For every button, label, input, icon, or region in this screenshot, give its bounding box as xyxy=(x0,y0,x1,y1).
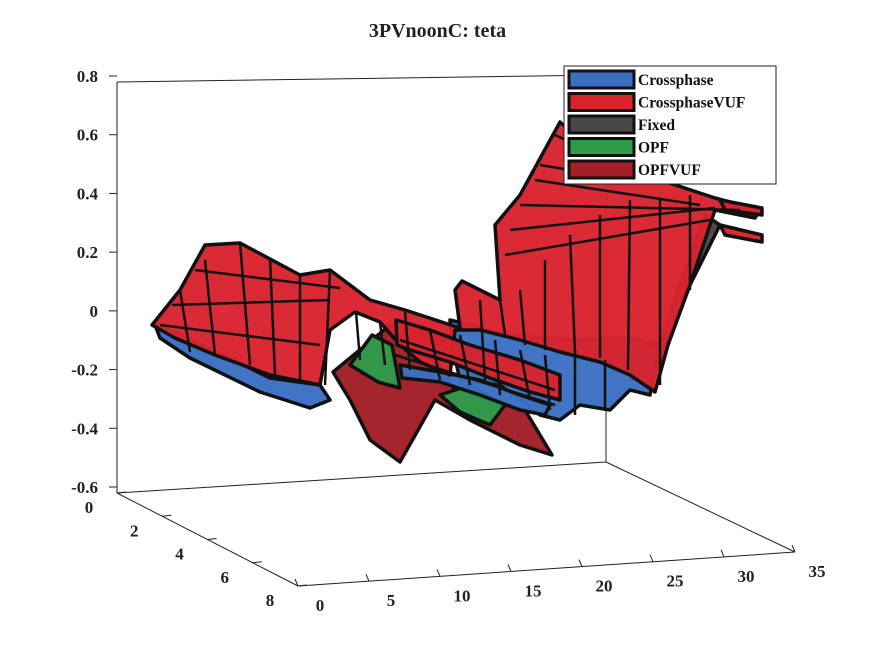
surface-mesh-line xyxy=(626,199,632,371)
surface-mesh-line xyxy=(428,329,442,381)
x-tick-label: 15 xyxy=(525,581,542,600)
z-tick-label: -0.4 xyxy=(71,419,98,438)
z-tick-label: 0 xyxy=(90,302,99,321)
y-tick-mark xyxy=(252,561,262,564)
legend-label: Fixed xyxy=(638,117,675,134)
z-tick-label: 0.8 xyxy=(77,67,98,86)
surface-mesh-line xyxy=(238,242,252,366)
z-tick-label: 0.6 xyxy=(77,126,98,145)
x-tick-mark xyxy=(507,564,512,572)
x-tick-mark xyxy=(578,559,583,567)
surface-crossphasevuf xyxy=(718,198,764,217)
x-tick-label: 20 xyxy=(596,577,613,596)
legend-label: CrossphaseVUF xyxy=(638,95,745,112)
x-tick-label: 10 xyxy=(454,586,471,605)
axis-line xyxy=(116,461,607,494)
surface-mesh-line xyxy=(518,289,527,346)
surface-mesh-line xyxy=(194,268,341,290)
legend: Crossphase CrossphaseVUF Fixed OPF OPFVUF xyxy=(563,65,777,185)
legend-label: OPF xyxy=(638,140,669,157)
z-tick-label: 0.4 xyxy=(77,184,99,203)
x-tick-label: 35 xyxy=(809,562,826,581)
surface-mesh-line xyxy=(354,311,362,361)
surface-mesh-line xyxy=(159,323,321,347)
surface-mesh-line xyxy=(543,354,552,411)
x-tick-label: 0 xyxy=(316,596,325,615)
surface-mesh-line xyxy=(504,218,711,257)
y-tick-label: 2 xyxy=(130,521,139,540)
z-tick-label: -0.6 xyxy=(71,478,98,497)
surface-opf xyxy=(348,333,402,390)
surface-mesh-line xyxy=(399,338,556,392)
x-axis-line xyxy=(297,551,796,587)
surface-mesh-line xyxy=(203,259,217,356)
surface-crossphasevuf xyxy=(718,223,764,244)
x-tick-label: 5 xyxy=(387,591,396,610)
legend-swatch xyxy=(567,137,636,157)
y-tick-label: 0 xyxy=(85,498,94,517)
x-tick-mark xyxy=(365,573,370,582)
x-tick-mark xyxy=(294,578,299,587)
legend-label: OPFVUF xyxy=(638,162,701,179)
surface-crossphasevuf xyxy=(150,120,762,394)
axis-line xyxy=(116,74,607,83)
x-tick-mark xyxy=(791,544,796,553)
x-tick-label: 25 xyxy=(667,572,684,591)
y-tick-label: 4 xyxy=(175,545,184,564)
surface-mesh-line xyxy=(519,203,741,212)
legend-swatch xyxy=(567,159,636,180)
legend-swatch xyxy=(567,114,636,135)
x-tick-label: 30 xyxy=(738,567,755,586)
surface-mesh-line xyxy=(378,321,387,366)
y-tick-mark xyxy=(162,514,172,517)
z-tick-label: 0.2 xyxy=(77,243,98,262)
surface-mesh-line xyxy=(509,206,716,232)
axis-line xyxy=(605,461,796,553)
legend-swatch xyxy=(567,92,636,112)
y-tick-label: 6 xyxy=(221,568,230,587)
y-tick-label: 8 xyxy=(266,591,275,610)
surface-mesh-line xyxy=(498,299,507,336)
surface-mesh-line xyxy=(518,349,532,401)
surface-mesh-line xyxy=(568,234,577,353)
y-tick-mark xyxy=(116,491,127,494)
surface-mesh-line xyxy=(323,269,332,386)
chart-title: 3PVnoonC: teta xyxy=(368,20,507,42)
surface-mesh-line xyxy=(394,353,556,407)
legend-swatch xyxy=(567,69,636,90)
x-tick-mark xyxy=(720,549,725,558)
surface-mesh-line xyxy=(171,298,331,307)
z-tick-label: -0.2 xyxy=(71,361,98,380)
legend-label: Crossphase xyxy=(638,72,714,89)
surface-mesh-line xyxy=(478,299,487,381)
y-tick-mark xyxy=(207,538,217,540)
surface-mesh-line xyxy=(493,339,502,396)
x-tick-mark xyxy=(649,554,654,562)
y-tick-mark xyxy=(297,584,308,587)
x-tick-mark xyxy=(436,569,441,577)
surface-mesh-line xyxy=(534,178,701,207)
surface-mesh-line xyxy=(268,257,277,376)
surface-mesh-line xyxy=(178,289,192,353)
